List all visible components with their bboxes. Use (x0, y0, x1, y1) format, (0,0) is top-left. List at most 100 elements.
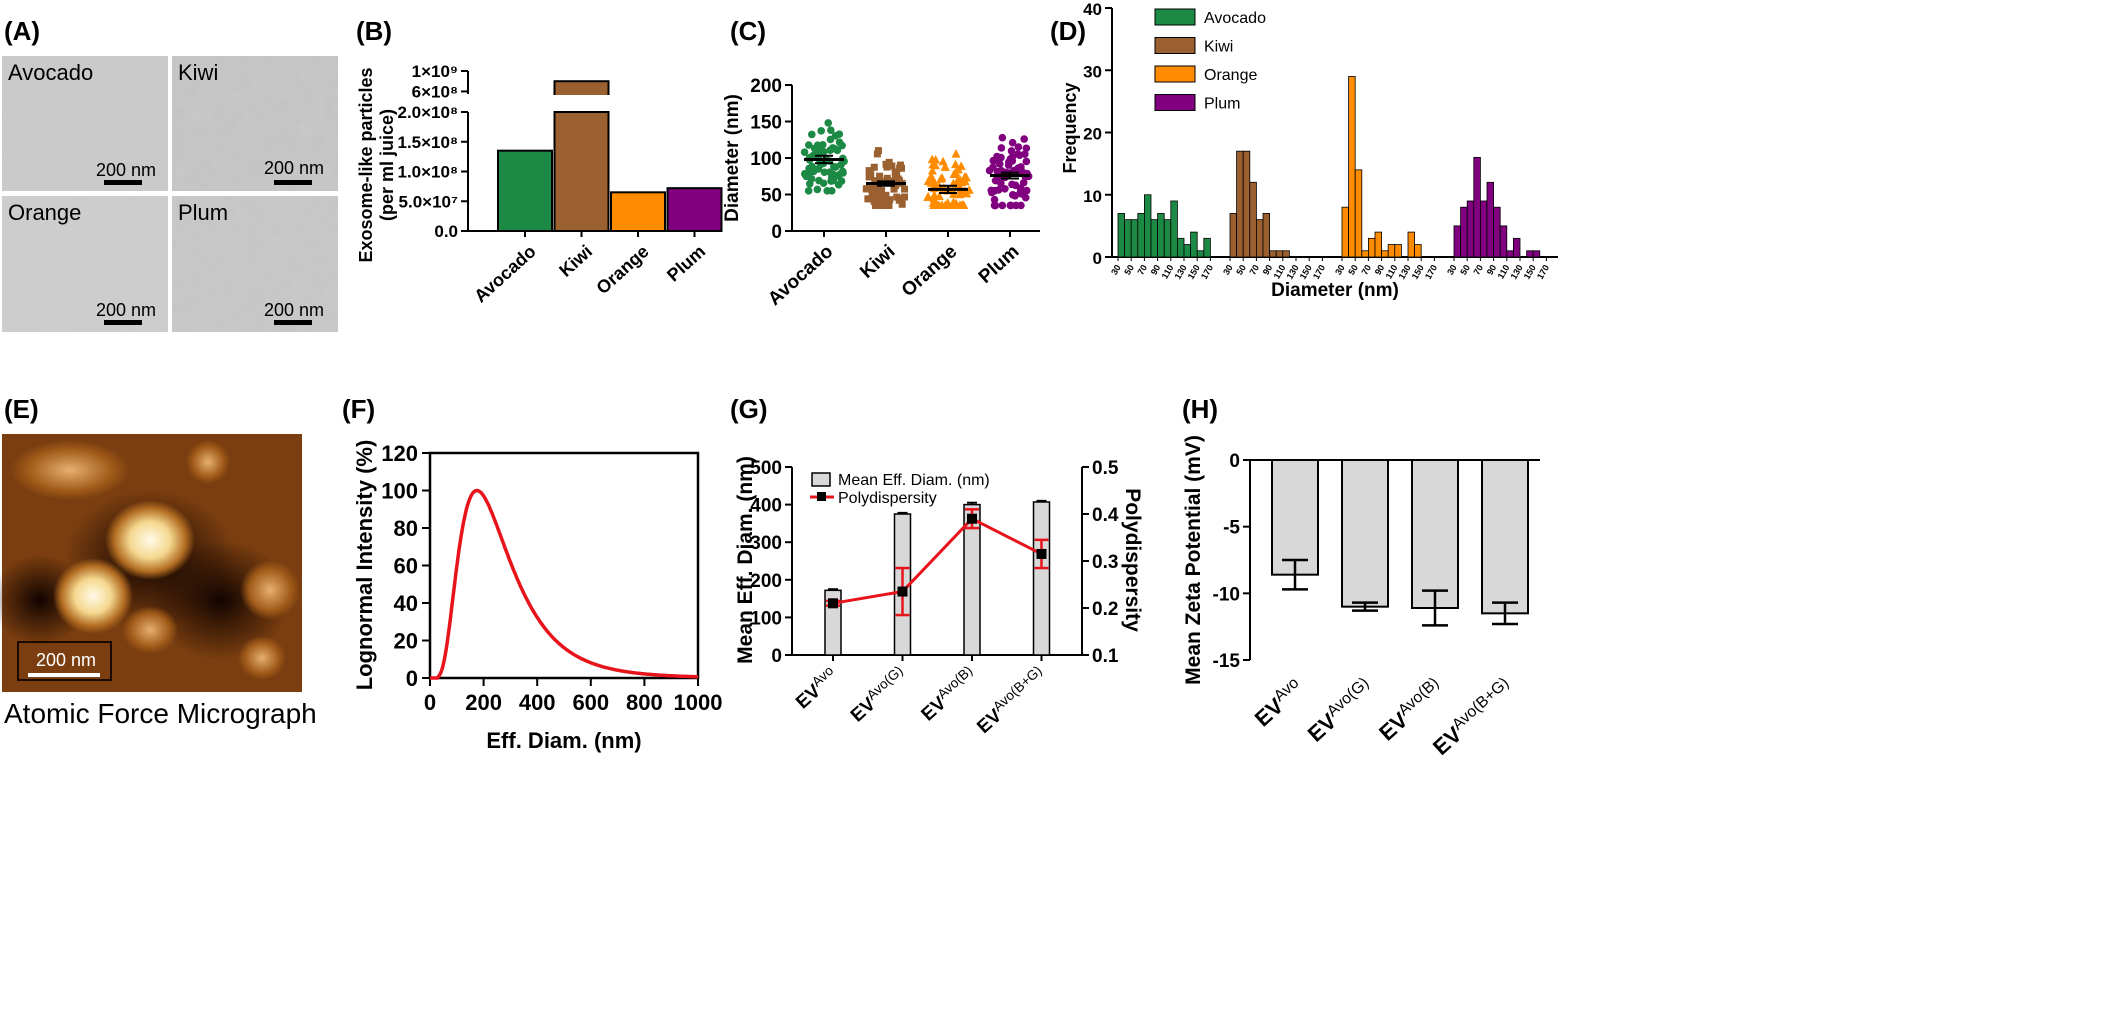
data-point (1006, 201, 1015, 210)
histogram-bar (1242, 150, 1251, 258)
data-point (808, 162, 816, 171)
panel-label-f: (F) (342, 394, 375, 424)
x-tick-label: Avocado (470, 241, 539, 306)
x-tick-label: 400 (519, 690, 556, 715)
y-tick-label: -10 (1213, 584, 1240, 605)
bar (1411, 459, 1459, 609)
histogram-bar (1513, 237, 1521, 258)
data-point (953, 164, 963, 174)
x-tick-label: Orange (898, 241, 961, 301)
histogram-bar (1368, 237, 1376, 258)
y-tick-label: 40 (1083, 0, 1102, 19)
data-point (940, 200, 950, 209)
data-point (1020, 135, 1028, 143)
data-point (960, 171, 970, 181)
data-point (990, 201, 999, 210)
data-point (885, 201, 893, 209)
y-tick-label: 100 (750, 608, 782, 629)
histogram-bar (1361, 250, 1369, 258)
polydispersity-line (832, 516, 1043, 605)
y-tick-label: 0 (771, 222, 782, 243)
scale-bar-label: 200 nm (96, 300, 156, 320)
data-point (820, 168, 829, 177)
y-tick-label: 150 (750, 113, 782, 134)
pdi-point (828, 598, 838, 609)
legend-swatch (1154, 94, 1196, 111)
x-tick-label: 110 (1272, 263, 1288, 281)
tem-tile-kiwi: Kiwi 200 nm (172, 56, 338, 191)
y-tick-label: 1.0×10⁸ (397, 163, 458, 182)
legend-swatch (1154, 8, 1196, 26)
y-tick-label: 5.0×10⁷ (399, 192, 458, 211)
x-tick-label: Plum (975, 241, 1024, 288)
histogram-bar (1493, 206, 1501, 258)
data-point (1014, 150, 1022, 158)
y-tick-label: -15 (1213, 651, 1241, 672)
data-point (892, 182, 900, 190)
x-tick-label: Kiwi (856, 241, 899, 283)
x-tick-label: 130 (1173, 263, 1189, 281)
data-point (874, 186, 882, 194)
scale-bar-label: 200 nm (96, 160, 156, 180)
legend-swatch (811, 472, 831, 487)
tem-tile-label: Avocado (8, 60, 93, 85)
bar (553, 111, 610, 232)
y-axis-label: Frequency (1060, 82, 1080, 173)
y-tick-label: 50 (761, 186, 782, 207)
histogram-bar (1532, 250, 1541, 258)
data-point (930, 179, 940, 188)
x-tick-label: 50 (1234, 263, 1248, 277)
histogram-bar (1506, 250, 1514, 258)
data-point (893, 170, 901, 178)
data-point (835, 130, 844, 138)
data-point (835, 170, 844, 179)
data-point (1017, 163, 1025, 171)
histogram-bar (1117, 213, 1125, 258)
bar (610, 191, 666, 232)
data-point (930, 160, 940, 170)
data-point (997, 144, 1006, 152)
x-tick-label: EVAvo(B) (915, 663, 981, 726)
y-axis-label: Mean Zeta Potential (mV) (1182, 435, 1205, 685)
x-tick-label: 90 (1485, 263, 1499, 277)
data-point (994, 157, 1003, 166)
x-tick-label: 30 (1333, 263, 1347, 277)
x-tick-label: 70 (1359, 263, 1373, 277)
histogram-bar (1163, 219, 1172, 258)
x-tick-label: 70 (1135, 263, 1149, 277)
data-point (923, 191, 933, 201)
histogram-bar (1150, 219, 1158, 258)
x-tick-label: 50 (1458, 263, 1472, 277)
y-axis-label-right: Polydispersity (1121, 488, 1144, 632)
data-point (880, 191, 888, 199)
y-tick-label: 0 (1093, 249, 1102, 268)
histogram-bar (1236, 150, 1244, 258)
x-tick-label: Plum (663, 241, 709, 285)
histogram-bar (1170, 200, 1178, 258)
chart-c-diameter-scatter: 0 50 100 150 200 Diameter (nm) Avocado KiwiOran… (722, 76, 1040, 310)
scale-bar (28, 673, 100, 677)
y-tick-label: 20 (394, 629, 418, 654)
data-point (1014, 143, 1023, 151)
y-tick-label: -5 (1223, 518, 1240, 539)
x-tick-label: 30 (1445, 263, 1459, 277)
x-tick-label: 1000 (674, 690, 723, 715)
panel-label-a: (A) (4, 16, 40, 46)
tem-tile-plum: Plum 200 nm (172, 196, 338, 332)
legend-swatch (1154, 37, 1196, 54)
histogram-bar (1499, 225, 1508, 258)
y-tick-label: 0 (1229, 451, 1240, 472)
histogram-bar (1124, 219, 1132, 258)
y-axis-label: Mean Eff. Diam. (nm) (734, 456, 757, 664)
data-point (957, 200, 967, 209)
x-tick-label: 130 (1285, 263, 1301, 281)
y-tick-label: 20 (1083, 125, 1102, 144)
data-point (960, 188, 970, 197)
x-tick-label: 30 (1221, 263, 1235, 277)
x-tick-label: 170 (1199, 263, 1215, 281)
panel-label-e: (E) (4, 394, 39, 424)
y-tick-label: 80 (394, 516, 418, 541)
data-point (817, 127, 826, 135)
bar (666, 187, 723, 233)
